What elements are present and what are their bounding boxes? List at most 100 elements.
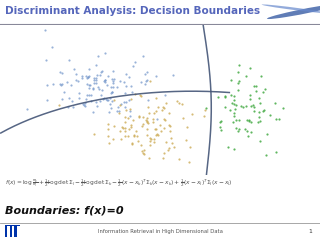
Point: [115, 85, 120, 89]
Point: [257, 115, 262, 119]
Point: [162, 151, 167, 155]
Point: [93, 78, 99, 82]
Point: [145, 98, 150, 102]
Point: [76, 79, 81, 83]
Point: [87, 86, 92, 90]
Point: [252, 109, 257, 113]
Point: [103, 80, 108, 84]
Point: [247, 118, 252, 122]
Point: [91, 78, 96, 82]
Point: [153, 74, 158, 78]
Point: [188, 145, 193, 149]
Point: [277, 117, 282, 120]
Point: [96, 85, 101, 89]
Point: [111, 98, 116, 102]
Point: [154, 109, 159, 113]
Point: [100, 69, 105, 73]
Point: [160, 108, 165, 111]
Point: [230, 120, 235, 124]
Point: [128, 114, 133, 118]
Point: [218, 125, 223, 129]
Point: [249, 120, 254, 124]
Point: [91, 87, 96, 91]
Point: [253, 84, 259, 88]
Point: [141, 115, 146, 119]
Point: [236, 118, 242, 122]
Point: [98, 100, 103, 103]
Point: [218, 128, 223, 132]
Point: [122, 126, 127, 130]
Point: [116, 105, 121, 108]
Point: [100, 97, 105, 101]
Point: [105, 84, 110, 87]
Point: [268, 113, 273, 117]
Point: [171, 73, 176, 77]
Point: [157, 123, 162, 127]
Point: [105, 127, 110, 131]
Point: [151, 117, 156, 120]
Point: [248, 130, 253, 134]
Point: [153, 133, 158, 137]
Point: [118, 102, 124, 106]
Point: [257, 119, 262, 123]
Point: [230, 101, 235, 105]
Point: [248, 66, 253, 70]
Point: [117, 111, 122, 115]
Point: [144, 127, 149, 131]
Point: [93, 100, 98, 104]
Point: [65, 80, 70, 84]
Point: [59, 97, 64, 101]
Point: [186, 160, 191, 164]
Point: [66, 96, 71, 100]
Point: [262, 87, 268, 91]
Point: [148, 139, 153, 143]
Point: [163, 94, 168, 97]
Point: [147, 79, 152, 83]
Point: [101, 79, 107, 83]
Point: [74, 72, 79, 76]
Point: [229, 78, 234, 81]
Point: [165, 148, 170, 152]
Point: [144, 120, 149, 124]
Point: [86, 83, 92, 87]
Point: [141, 152, 146, 156]
Point: [168, 125, 173, 128]
Point: [106, 141, 111, 145]
Point: [110, 69, 115, 73]
Point: [164, 101, 169, 104]
Point: [114, 109, 119, 113]
Point: [142, 148, 147, 152]
Point: [77, 96, 82, 100]
Point: [124, 108, 129, 112]
Point: [85, 77, 90, 80]
Point: [153, 127, 158, 131]
Point: [159, 129, 164, 133]
Point: [140, 122, 145, 126]
Point: [59, 82, 64, 86]
Point: [79, 74, 84, 78]
Point: [132, 133, 137, 137]
Point: [124, 100, 129, 104]
Point: [65, 105, 70, 109]
Point: [134, 134, 139, 138]
Point: [232, 147, 237, 151]
Point: [236, 79, 242, 83]
Point: [130, 90, 135, 93]
Point: [145, 71, 150, 74]
Point: [245, 118, 250, 122]
Point: [180, 102, 185, 106]
Point: [262, 108, 267, 112]
Point: [232, 111, 237, 115]
Point: [111, 79, 116, 83]
Point: [84, 82, 89, 86]
Point: [126, 116, 131, 120]
Point: [257, 110, 262, 114]
Point: [154, 132, 159, 136]
Point: [67, 58, 72, 62]
Point: [137, 114, 142, 118]
Point: [59, 83, 64, 87]
Point: [260, 90, 265, 94]
Point: [142, 83, 147, 86]
Point: [238, 104, 244, 108]
Point: [90, 86, 95, 90]
